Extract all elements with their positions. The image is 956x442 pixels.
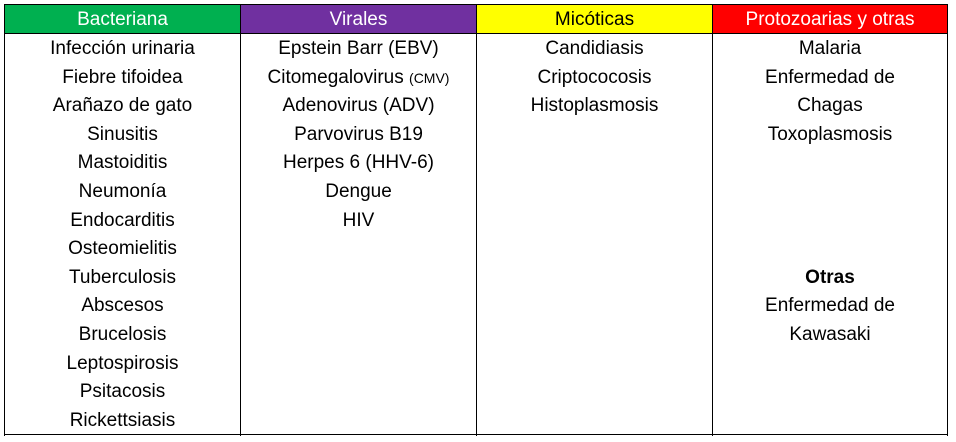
list-item: Parvovirus B19 — [294, 123, 423, 145]
list-item: Osteomielitis — [68, 238, 177, 260]
list-item: Brucelosis — [78, 323, 167, 345]
list-item: Kawasaki — [789, 323, 871, 345]
cmv-abbrev: (CMV) — [409, 69, 450, 86]
header-virales: Virales — [241, 4, 476, 34]
list-item: Candidiasis — [545, 38, 644, 59]
list-item: Sinusitis — [87, 123, 158, 145]
list-item: Infección urinaria — [50, 38, 195, 59]
list-item: Mastoiditis — [77, 152, 168, 174]
list-item: Malaria — [798, 38, 862, 59]
column-virales: Virales Epstein Barr (EBV) Citomegalovir… — [240, 4, 476, 436]
list-item: Histoplasmosis — [530, 95, 659, 117]
list-item: Fiebre tifoidea — [62, 66, 183, 88]
list-item: Toxoplasmosis — [767, 123, 893, 145]
list-item: Tuberculosis — [68, 266, 176, 288]
list-item: HIV — [342, 209, 375, 231]
list-item: Arañazo de gato — [52, 95, 193, 117]
list-item: Chagas — [797, 95, 863, 117]
otras-heading: Otras — [805, 266, 855, 288]
list-item: Rickettsiasis — [69, 409, 176, 431]
list-item: Citomegalovirus (CMV) — [241, 64, 476, 93]
column-protozoarias: Protozoarias y otras Malaria Enfermedad … — [712, 4, 948, 436]
list-item: Enfermedad de — [765, 66, 895, 88]
header-micoticas: Micóticas — [477, 4, 712, 34]
list-item: Epstein Barr (EBV) — [278, 38, 439, 59]
column-bacteriana: Bacteriana Infección urinaria Fiebre tifo… — [4, 4, 240, 436]
header-bacteriana: Bacteriana — [5, 4, 240, 34]
column-micoticas: Micóticas Candidiasis Criptococosis Histop… — [476, 4, 712, 436]
list-item: Leptospirosis — [66, 352, 179, 374]
list-item: Adenovirus (ADV) — [282, 95, 435, 117]
header-protozoarias: Protozoarias y otras — [713, 4, 947, 34]
list-item: Criptococosis — [537, 66, 652, 88]
disease-table: Bacteriana Infección urinaria Fiebre tifo… — [4, 4, 948, 436]
list-item: Dengue — [325, 180, 392, 202]
table-bottom-border — [4, 434, 948, 435]
cmv-label: Citomegalovirus — [267, 66, 404, 88]
list-item: Herpes 6 (HHV-6) — [283, 152, 434, 174]
list-item: Abscesos — [81, 295, 164, 317]
list-item: Enfermedad de — [765, 295, 895, 317]
list-item: Endocarditis — [70, 209, 175, 231]
list-item: Neumonía — [78, 180, 167, 202]
list-item: Psitacosis — [79, 381, 166, 403]
